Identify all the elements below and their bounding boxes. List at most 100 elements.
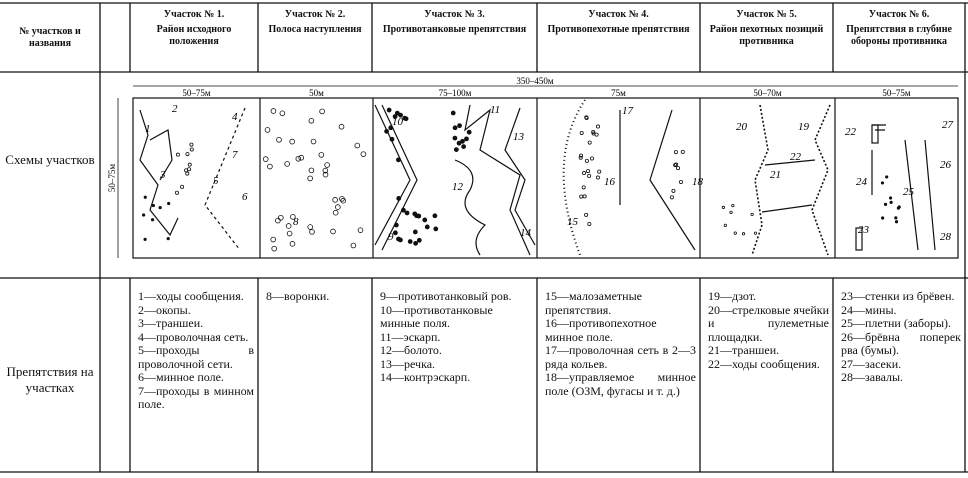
obstacle-item: 14—контрэскарп. — [380, 370, 471, 384]
obstacle-list: 8—воронки. — [258, 282, 372, 470]
map-symbol — [587, 221, 592, 226]
map-symbol — [185, 171, 190, 176]
map-symbol — [452, 135, 458, 141]
obstacle-item: 5—проходы в проволочной сети. — [138, 343, 254, 371]
scheme-marker: 27 — [942, 119, 954, 131]
map-symbol — [584, 212, 589, 217]
map-symbol — [354, 142, 361, 149]
depth-label: 50–75м — [107, 164, 117, 193]
map-symbol — [307, 175, 313, 182]
map-symbol — [587, 173, 592, 178]
map-symbol — [284, 161, 290, 167]
map-symbol — [894, 216, 898, 220]
section-title: Участок № 2. — [284, 9, 346, 20]
section-name: Район пехотных позиций противника — [709, 24, 824, 47]
map-symbol — [464, 136, 469, 142]
map-symbol — [673, 163, 678, 168]
map-symbol — [407, 239, 413, 244]
map-symbol — [678, 179, 683, 184]
map-symbol — [335, 204, 341, 210]
obstacle-item: 10—противотанковые минные поля. — [380, 302, 493, 330]
obstacle-item: 2—окопы. — [138, 302, 191, 317]
map-symbol — [671, 188, 676, 193]
map-symbol — [270, 236, 277, 243]
map-symbol — [582, 171, 587, 176]
map-symbol — [453, 147, 459, 152]
map-symbol — [673, 150, 678, 155]
map-symbol — [404, 210, 410, 216]
obstacle-item: 18—управляемое минное поле (ОЗМ, фугасы … — [545, 370, 696, 398]
obstacle-item: 24—мины. — [841, 302, 897, 317]
map-symbol — [150, 218, 155, 222]
scheme-marker: 11 — [490, 104, 500, 116]
obstacle-item: 16—противопехотное минное поле. — [545, 316, 657, 344]
map-symbol — [262, 156, 269, 162]
map-symbol — [285, 223, 292, 229]
map-symbol — [881, 216, 885, 220]
map-symbol — [167, 201, 171, 206]
section-width-label: 50–75м — [882, 88, 911, 98]
map-symbol — [731, 203, 735, 208]
map-symbol — [330, 228, 336, 235]
map-symbol — [680, 149, 685, 154]
map-symbol — [398, 112, 404, 118]
obstacle-item: 11—эскарп. — [380, 329, 441, 344]
obstacle-item: 22—ходы сообщения. — [708, 356, 820, 371]
map-symbol — [461, 144, 467, 149]
map-symbol — [338, 123, 345, 130]
map-symbol — [888, 196, 893, 200]
section-width-label: 75м — [611, 88, 626, 98]
map-symbol — [594, 132, 599, 137]
scheme-marker: 21 — [770, 169, 781, 181]
map-symbol — [729, 210, 733, 214]
map-symbol — [880, 181, 885, 185]
map-symbol — [897, 205, 901, 209]
map-symbol — [307, 224, 314, 230]
scheme-marker: 17 — [622, 105, 634, 117]
scheme-marker: 22 — [790, 151, 802, 163]
section-name: Полоса наступления — [268, 24, 362, 35]
map-symbol — [319, 108, 325, 115]
section-title: Участок № 1. — [163, 9, 225, 20]
obstacle-list: 1—ходы сообщения. 2—окопы. 3—траншеи. 4—про… — [130, 282, 258, 470]
map-symbol — [750, 212, 754, 217]
map-symbol — [388, 125, 394, 131]
map-symbol — [450, 110, 456, 116]
obstacle-item: 27—засеки. — [841, 356, 902, 371]
map-symbol — [394, 110, 400, 116]
scheme-marker: 22 — [845, 126, 857, 138]
section-title: Участок № 6. — [868, 9, 930, 20]
map-symbol — [278, 214, 284, 221]
map-symbol — [723, 223, 727, 227]
map-symbol — [270, 108, 277, 114]
map-symbol — [308, 118, 315, 124]
map-symbol — [322, 167, 329, 174]
map-symbol — [310, 138, 317, 145]
scheme-marker: 28 — [940, 231, 952, 243]
map-symbol — [286, 230, 293, 237]
map-symbol — [267, 163, 273, 170]
map-symbol — [350, 242, 357, 249]
obstacle-item: 6—минное поле. — [138, 370, 224, 384]
map-symbol — [721, 205, 726, 209]
scheme-marker: 23 — [858, 224, 870, 236]
obstacle-item: 25—плетни (заборы). — [841, 316, 952, 330]
map-symbol — [579, 194, 584, 199]
map-symbol — [416, 213, 422, 219]
map-symbol — [460, 138, 465, 144]
map-symbol — [187, 162, 192, 167]
map-symbol — [339, 196, 345, 202]
map-symbol — [357, 227, 364, 233]
scheme-marker: 12 — [452, 181, 464, 193]
section-name: Район исходного положения — [156, 24, 232, 47]
map-symbol — [422, 217, 428, 223]
obstacle-item: 7—проходы в минном поле. — [138, 383, 254, 411]
map-symbol — [332, 209, 339, 216]
map-symbol — [885, 175, 889, 179]
scheme-marker: 15 — [567, 216, 579, 228]
map-symbol — [416, 237, 422, 243]
map-symbol — [189, 142, 194, 147]
scheme-marker: 16 — [604, 176, 616, 188]
obstacles-row-label: Препятствия на участках — [6, 364, 94, 395]
